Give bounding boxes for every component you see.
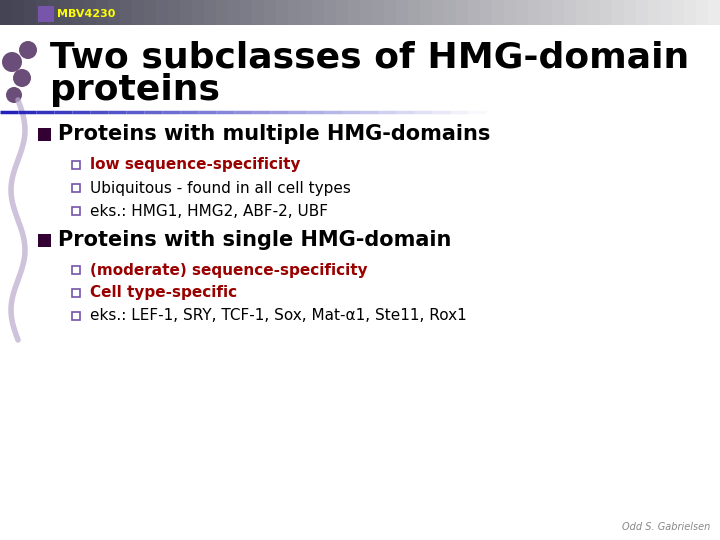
Bar — [648, 0, 661, 25]
Text: Ubiquitous - found in all cell types: Ubiquitous - found in all cell types — [90, 180, 351, 195]
Bar — [576, 0, 589, 25]
Bar — [540, 0, 553, 25]
Text: Proteins with multiple HMG-domains: Proteins with multiple HMG-domains — [58, 124, 490, 144]
Bar — [492, 0, 505, 25]
Bar — [588, 0, 601, 25]
Bar — [72, 289, 80, 297]
Bar — [612, 0, 625, 25]
Bar — [264, 0, 277, 25]
Bar — [72, 161, 80, 169]
Bar — [396, 0, 409, 25]
Bar — [708, 0, 720, 25]
Bar — [48, 0, 61, 25]
Bar — [132, 0, 145, 25]
Bar — [432, 0, 445, 25]
Bar — [144, 0, 157, 25]
Bar — [156, 0, 169, 25]
Ellipse shape — [13, 69, 31, 87]
Bar — [252, 0, 265, 25]
Bar — [696, 0, 709, 25]
Bar — [684, 0, 697, 25]
Bar — [468, 0, 481, 25]
Bar — [38, 128, 51, 141]
Bar — [84, 0, 97, 25]
Bar — [72, 312, 80, 320]
Text: Proteins with single HMG-domain: Proteins with single HMG-domain — [58, 230, 451, 250]
Bar — [408, 0, 421, 25]
Bar — [204, 0, 217, 25]
Bar — [96, 0, 109, 25]
Bar — [504, 0, 517, 25]
Bar — [36, 0, 49, 25]
Bar — [624, 0, 637, 25]
Bar — [636, 0, 649, 25]
Text: Cell type-specific: Cell type-specific — [90, 286, 237, 300]
Ellipse shape — [19, 41, 37, 59]
Bar — [168, 0, 181, 25]
Bar — [72, 184, 80, 192]
Text: Two subclasses of HMG-domain: Two subclasses of HMG-domain — [50, 40, 689, 74]
Text: (moderate) sequence-specificity: (moderate) sequence-specificity — [90, 262, 368, 278]
Bar — [324, 0, 337, 25]
Bar — [192, 0, 205, 25]
Bar — [516, 0, 529, 25]
Bar — [600, 0, 613, 25]
Bar — [288, 0, 301, 25]
Bar — [120, 0, 133, 25]
Bar — [672, 0, 685, 25]
Bar — [528, 0, 541, 25]
Bar — [38, 6, 54, 22]
Bar — [348, 0, 361, 25]
Text: eks.: HMG1, HMG2, ABF-2, UBF: eks.: HMG1, HMG2, ABF-2, UBF — [90, 204, 328, 219]
Bar — [240, 0, 253, 25]
Bar — [24, 0, 37, 25]
Bar — [660, 0, 673, 25]
Bar — [72, 0, 85, 25]
Bar — [552, 0, 565, 25]
Bar — [60, 0, 73, 25]
Bar — [480, 0, 493, 25]
Bar — [38, 234, 51, 247]
Text: low sequence-specificity: low sequence-specificity — [90, 158, 300, 172]
Bar — [312, 0, 325, 25]
Bar — [444, 0, 457, 25]
Bar — [72, 207, 80, 215]
Bar — [360, 0, 373, 25]
Bar — [336, 0, 349, 25]
Bar — [0, 0, 13, 25]
Bar — [276, 0, 289, 25]
Text: MBV4230: MBV4230 — [57, 9, 115, 19]
Ellipse shape — [6, 87, 22, 103]
Bar — [300, 0, 313, 25]
Bar — [180, 0, 193, 25]
Text: Odd S. Gabrielsen: Odd S. Gabrielsen — [622, 522, 710, 532]
Bar — [72, 266, 80, 274]
Ellipse shape — [2, 52, 22, 72]
Bar — [564, 0, 577, 25]
Bar — [216, 0, 229, 25]
Text: proteins: proteins — [50, 73, 220, 107]
Bar — [108, 0, 121, 25]
Text: eks.: LEF-1, SRY, TCF-1, Sox, Mat-α1, Ste11, Rox1: eks.: LEF-1, SRY, TCF-1, Sox, Mat-α1, St… — [90, 308, 467, 323]
Bar — [384, 0, 397, 25]
Bar — [228, 0, 241, 25]
Bar — [456, 0, 469, 25]
Bar — [372, 0, 385, 25]
Bar — [420, 0, 433, 25]
Bar — [12, 0, 25, 25]
